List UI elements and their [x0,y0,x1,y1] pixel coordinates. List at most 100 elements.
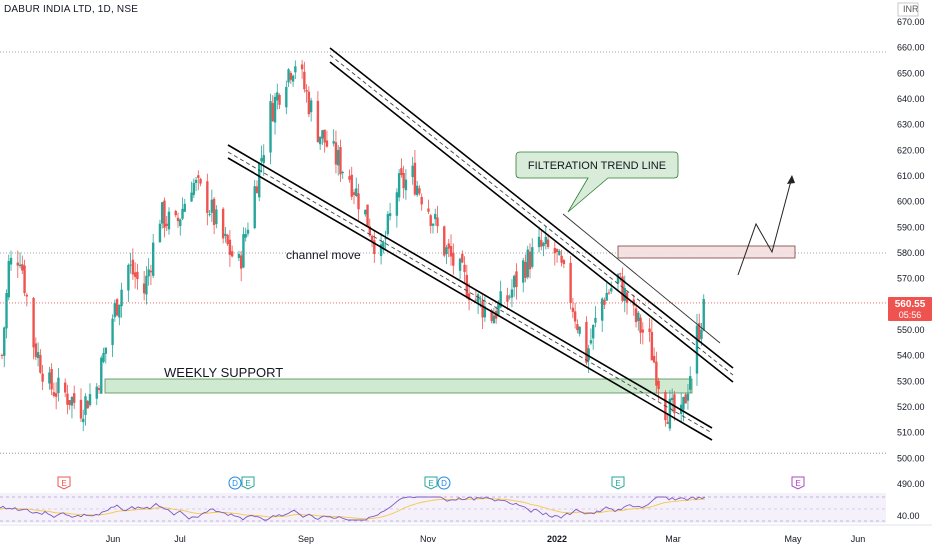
candle-body[interactable] [560,255,563,263]
candle-body[interactable] [255,186,259,194]
candle-body[interactable] [129,264,132,266]
candle-body[interactable] [404,179,408,191]
candle-body[interactable] [395,192,399,216]
candle-body[interactable] [601,298,604,321]
candle-body[interactable] [673,394,676,414]
candle-body[interactable] [273,96,277,123]
candle-body[interactable] [474,299,478,301]
candle-body[interactable] [413,162,417,195]
candle-body[interactable] [364,209,367,215]
candle-body[interactable] [246,229,250,234]
candle-body[interactable] [655,361,658,386]
candle-body[interactable] [142,283,146,294]
candle-body[interactable] [163,200,166,228]
candle-body[interactable] [158,223,162,243]
candle-body[interactable] [555,248,559,253]
candle-body[interactable] [542,243,545,247]
candle-body[interactable] [508,296,511,298]
candle-body[interactable] [384,238,387,240]
candle-body[interactable] [666,421,669,424]
candle-body[interactable] [221,208,225,239]
candle-body[interactable] [323,129,326,143]
candle-body[interactable] [161,202,164,224]
candle-body[interactable] [637,312,640,321]
earnings-marker[interactable]: E [611,476,625,490]
filter-upper-line[interactable] [329,47,734,369]
earnings-marker[interactable]: E [424,476,438,490]
candle-body[interactable] [639,317,642,333]
candle-body[interactable] [52,392,56,396]
candle-body[interactable] [576,324,579,331]
candle-body[interactable] [357,193,360,210]
candle-body[interactable] [118,304,121,318]
candle-body[interactable] [9,257,13,265]
candle-body[interactable] [102,352,105,362]
candle-body[interactable] [133,272,137,277]
candle-body[interactable] [242,234,245,268]
candle-body[interactable] [497,303,500,315]
candle-body[interactable] [21,264,24,271]
candle-body[interactable] [589,340,593,344]
candle-body[interactable] [271,103,274,122]
candle-body[interactable] [190,192,193,202]
candle-body[interactable] [476,294,480,304]
candle-body[interactable] [461,253,464,263]
candle-body[interactable] [418,188,421,194]
candle-body[interactable] [260,157,263,162]
candle-body[interactable] [427,208,430,212]
candle-body[interactable] [443,226,446,256]
candle-body[interactable] [316,100,320,143]
candle-body[interactable] [465,275,469,297]
candle-body[interactable] [305,90,308,92]
candle-body[interactable] [689,376,692,390]
candle-body[interactable] [25,294,29,297]
candle-body[interactable] [531,247,534,267]
candle-body[interactable] [528,251,532,270]
candle-body[interactable] [50,368,53,390]
candle-body[interactable] [36,352,40,359]
candle-body[interactable] [215,209,218,224]
filter-lower-line[interactable] [329,61,734,383]
candle-body[interactable] [513,275,516,288]
candle-body[interactable] [370,235,374,241]
candle-body[interactable] [199,178,202,184]
candle-body[interactable] [510,289,514,298]
candle-body[interactable] [206,181,209,213]
candle-body[interactable] [325,140,329,147]
price-axis[interactable]: 670.00 660.00 650.00 640.00 630.00 620.00 610.… [897,17,925,489]
candle-body[interactable] [176,217,180,222]
candle-body[interactable] [449,246,453,257]
candle-body[interactable] [57,377,60,394]
support-zone[interactable] [104,378,693,394]
candle-body[interactable] [66,393,69,405]
candle-body[interactable] [73,393,76,403]
channel-lower-line[interactable] [227,157,713,441]
filteration-trend-line[interactable] [562,213,721,344]
candle-body[interactable] [70,397,74,406]
candle-body[interactable] [100,357,103,394]
candle-body[interactable] [463,264,466,273]
candle-body[interactable] [95,386,98,399]
candle-body[interactable] [88,394,92,406]
candle-body[interactable] [237,253,241,258]
candle-body[interactable] [289,72,293,80]
candle-body[interactable] [366,204,369,228]
candle-body[interactable] [641,329,645,333]
candle-body[interactable] [321,130,324,139]
candle-body[interactable] [97,388,101,390]
candle-body[interactable] [686,393,690,401]
candle-body[interactable] [650,331,654,361]
candle-body[interactable] [244,233,247,238]
candle-body[interactable] [682,396,685,410]
candle-body[interactable] [23,265,26,294]
candle-body[interactable] [569,262,572,304]
candle-body[interactable] [127,264,130,291]
candle-body[interactable] [341,171,344,174]
candle-body[interactable] [506,295,509,302]
candle-body[interactable] [578,326,581,334]
candle-body[interactable] [337,150,340,166]
candle-body[interactable] [208,214,211,216]
candle-body[interactable] [515,271,518,288]
candle-body[interactable] [591,324,595,339]
